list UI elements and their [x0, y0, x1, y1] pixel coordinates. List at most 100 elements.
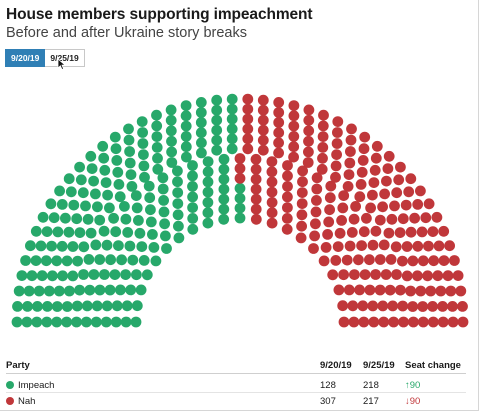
header-seat-change: Seat change — [405, 360, 461, 371]
seat-nah — [374, 214, 386, 226]
seat-nah — [377, 300, 389, 312]
seat-nah — [390, 241, 402, 253]
seat-impeach — [115, 284, 126, 296]
seat-nah — [388, 316, 399, 328]
seat-impeach — [137, 138, 149, 149]
seat-nah — [266, 197, 278, 208]
seat-impeach — [37, 211, 49, 223]
seat-impeach — [52, 226, 64, 238]
header-date-2: 9/25/19 — [363, 360, 395, 371]
seat-nah — [273, 137, 284, 149]
seat-impeach — [159, 218, 171, 230]
seat-impeach — [172, 176, 183, 188]
seat-impeach — [100, 177, 112, 188]
seat-impeach — [125, 169, 137, 180]
seat-impeach — [74, 284, 85, 296]
seat-impeach — [74, 161, 85, 173]
seat-impeach — [51, 255, 63, 267]
seat-impeach — [226, 93, 238, 105]
value-date-2: 218 — [363, 380, 379, 391]
seat-impeach — [202, 197, 214, 208]
seat-nah — [288, 100, 300, 111]
date-toggle: 9/20/19 9/25/19 — [5, 49, 85, 67]
seat-impeach — [51, 301, 63, 312]
seat-impeach — [71, 316, 82, 328]
seat-impeach — [113, 240, 124, 252]
seat-nah — [361, 212, 372, 224]
seat-nah — [417, 301, 429, 312]
seat-nah — [394, 227, 406, 239]
seat-nah — [401, 241, 413, 252]
seat-nah — [358, 226, 370, 238]
seat-impeach — [102, 189, 113, 201]
tab-date-1[interactable]: 9/20/19 — [5, 49, 46, 67]
seat-impeach — [56, 240, 68, 252]
seat-nah — [325, 180, 337, 192]
seat-nah — [423, 198, 435, 210]
seat-impeach — [21, 316, 33, 328]
seat-nah — [308, 243, 319, 254]
seat-nah — [242, 143, 254, 155]
seat-impeach — [157, 183, 169, 195]
seat-impeach — [91, 300, 103, 312]
seat-impeach — [136, 241, 148, 253]
seat-nah — [296, 187, 308, 198]
seat-nah — [288, 110, 300, 122]
seat-nah — [296, 220, 307, 232]
seat-nah — [354, 191, 366, 203]
seat-nah — [266, 156, 278, 167]
seat-impeach — [187, 223, 199, 235]
seat-nah — [364, 254, 375, 266]
seat-impeach — [131, 269, 142, 281]
seat-nah — [452, 270, 464, 281]
seat-impeach — [61, 301, 73, 312]
seat-nah — [257, 144, 269, 156]
seat-nah — [433, 240, 445, 252]
seat-impeach — [85, 150, 97, 162]
seat-nah — [273, 97, 285, 108]
seat-impeach — [54, 185, 65, 197]
seat-nah — [408, 316, 419, 328]
seat-nah — [234, 172, 246, 184]
seat-impeach — [136, 116, 148, 127]
seat-nah — [422, 270, 433, 282]
seat-nah — [318, 255, 330, 267]
seat-impeach — [47, 270, 58, 282]
seat-impeach — [16, 270, 28, 281]
seat-impeach — [127, 254, 139, 266]
tab-date-2[interactable]: 9/25/19 — [45, 49, 85, 67]
seat-nah — [356, 166, 368, 178]
seat-impeach — [234, 182, 246, 194]
seat-nah — [428, 255, 440, 267]
seat-impeach — [84, 284, 96, 296]
seat-nah — [415, 285, 427, 297]
seat-impeach — [172, 209, 184, 221]
seat-nah — [288, 151, 299, 163]
seat-nah — [397, 255, 408, 267]
seat-impeach — [109, 269, 121, 280]
seat-impeach — [116, 254, 127, 266]
seat-impeach — [71, 213, 83, 225]
seat-impeach — [196, 137, 207, 149]
seat-impeach — [108, 212, 119, 224]
seat-impeach — [158, 195, 170, 206]
seat-impeach — [98, 225, 110, 237]
seat-nah — [311, 195, 322, 206]
seat-nah — [281, 223, 293, 235]
seat-nah — [296, 209, 308, 221]
seat-impeach — [123, 134, 135, 146]
seat-nah — [367, 189, 378, 201]
seat-impeach — [83, 254, 95, 265]
seat-impeach — [36, 270, 48, 282]
seat-nah — [417, 316, 429, 328]
seat-nah — [288, 120, 300, 132]
seat-impeach — [218, 193, 230, 205]
seat-nah — [332, 127, 343, 138]
seat-impeach — [33, 285, 45, 297]
seat-impeach — [120, 269, 131, 280]
seat-impeach — [88, 269, 100, 280]
seat-impeach — [113, 179, 125, 190]
seat-impeach — [65, 186, 77, 198]
seat-nah — [303, 125, 315, 137]
seat-impeach — [68, 199, 80, 211]
